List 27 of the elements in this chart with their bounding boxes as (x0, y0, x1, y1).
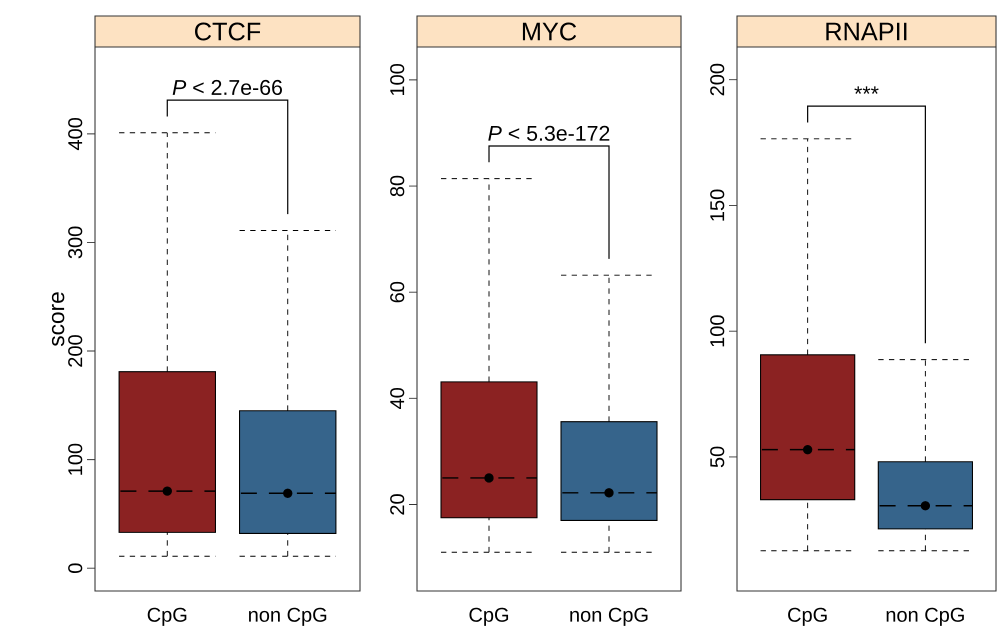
chart-title: RNAPII (826, 22, 906, 40)
y-tick-label: 100 (390, 64, 404, 96)
chart-title: MYC (522, 22, 576, 40)
chart-title: CTCF (195, 22, 260, 40)
x-tick-label: non CpG (570, 608, 648, 626)
x-tick-label: CpG (788, 608, 827, 626)
y-tick-label: 20 (390, 494, 404, 515)
y-tick-label: 200 (710, 64, 724, 96)
x-tick-label: CpG (469, 608, 508, 626)
y-tick-label: 100 (710, 315, 724, 346)
annotation: P < 5.3e-172 (488, 126, 610, 141)
x-tick-label: non CpG (886, 608, 964, 626)
y-tick-label: 150 (710, 190, 724, 221)
y-tick-label: 0 (68, 563, 82, 573)
y-tick-label: 300 (68, 226, 82, 258)
y-tick-label: 60 (390, 282, 404, 302)
y-tick-label: 80 (390, 176, 404, 196)
y-tick-label: 200 (68, 335, 82, 367)
x-tick-label: non CpG (249, 608, 326, 626)
annotation: P < 2.7e-66 (172, 80, 282, 96)
y-axis-title: score (52, 292, 64, 346)
y-tick-label: 50 (710, 446, 724, 468)
y-tick-label: 400 (68, 118, 82, 150)
x-tick-label: CpG (148, 608, 186, 626)
annotation: *** (854, 86, 879, 94)
y-tick-label: 40 (390, 388, 404, 410)
y-tick-label: 100 (68, 444, 82, 475)
